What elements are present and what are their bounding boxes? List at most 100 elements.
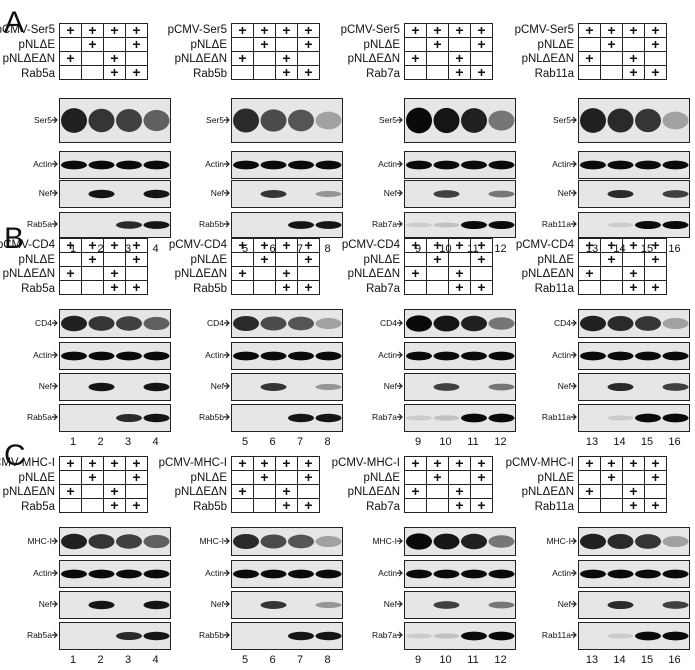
condition-cell: + xyxy=(578,23,601,38)
blot-strip xyxy=(231,622,343,650)
protein-band xyxy=(61,351,87,361)
blot-strip xyxy=(231,404,343,432)
blot-strip xyxy=(59,622,171,650)
protein-band xyxy=(406,415,432,421)
protein-band xyxy=(488,221,515,229)
blot-bands xyxy=(579,99,689,142)
condition-cell: + xyxy=(600,252,623,267)
blot-label: Nef xyxy=(210,599,224,609)
blot-strip xyxy=(404,212,516,238)
protein-band xyxy=(88,534,115,549)
protein-band xyxy=(607,351,634,361)
protein-band xyxy=(607,160,634,170)
condition-cell: + xyxy=(297,456,320,471)
protein-band xyxy=(406,160,432,170)
blot-strip xyxy=(231,309,343,338)
condition-cell xyxy=(253,51,276,66)
blot-strip xyxy=(578,373,690,401)
condition-cell: + xyxy=(622,280,645,295)
protein-band xyxy=(233,160,259,170)
protein-band xyxy=(143,316,170,331)
blot-group: pCMV-Ser5 pNLΔE pNLΔEΔN Rab5a + + + + + + + + + + Ser5… xyxy=(0,22,172,255)
condition-row: + + xyxy=(59,51,148,66)
protein-band xyxy=(143,534,170,549)
protein-band xyxy=(406,569,432,579)
blot-label: Actin xyxy=(33,159,52,169)
condition-row: + + xyxy=(59,280,148,295)
protein-band xyxy=(116,413,142,423)
blot-strip xyxy=(404,527,516,556)
arrow-icon xyxy=(52,351,58,359)
protein-band xyxy=(433,601,460,609)
blot-group: pCMV-MHC-I pNLΔE pNLΔEΔN Rab7a + + + + + + + + + + MHC… xyxy=(332,455,517,670)
condition-row: + + xyxy=(578,470,667,485)
arrow-icon xyxy=(397,631,403,639)
arrow-icon xyxy=(52,600,58,608)
condition-cell: + xyxy=(275,23,298,38)
lane-number: 15 xyxy=(640,436,654,448)
blot-label: Rab5a xyxy=(26,630,52,640)
condition-table: + + + + + + + + + + xyxy=(578,23,667,80)
protein-band xyxy=(580,315,606,332)
condition-row: + + xyxy=(231,266,320,281)
protein-band xyxy=(288,534,314,549)
condition-label: Rab11a xyxy=(534,500,574,513)
arrow-icon xyxy=(571,569,577,577)
blot-strip xyxy=(404,622,516,650)
blot-bands xyxy=(60,343,170,369)
condition-cell: + xyxy=(470,470,493,485)
condition-cell: + xyxy=(644,280,667,295)
protein-band xyxy=(116,351,142,361)
arrow-icon xyxy=(52,189,58,197)
condition-label: pCMV-MHC-I xyxy=(0,457,55,469)
blot-bands xyxy=(60,592,170,618)
protein-band xyxy=(260,601,287,609)
blot-label: Actin xyxy=(33,568,52,578)
condition-cell xyxy=(426,51,449,66)
condition-cell: + xyxy=(644,252,667,267)
condition-cell: + xyxy=(578,484,601,499)
protein-band xyxy=(88,569,115,579)
blot-label: Actin xyxy=(205,159,224,169)
condition-row: + + + + xyxy=(59,238,148,253)
arrow-icon xyxy=(52,319,58,326)
blot-bands xyxy=(405,181,515,207)
blot-strip xyxy=(578,591,690,619)
lane-number: 13 xyxy=(585,436,599,448)
protein-band xyxy=(88,382,115,392)
blot-bands xyxy=(60,623,170,649)
condition-cell: + xyxy=(125,37,148,52)
condition-cell: + xyxy=(103,65,126,80)
protein-band xyxy=(607,108,634,133)
condition-cell: + xyxy=(103,498,126,513)
arrow-icon xyxy=(397,382,403,390)
protein-band xyxy=(433,160,460,170)
blot-bands xyxy=(60,561,170,587)
blot-bands xyxy=(232,623,342,649)
arrow-icon xyxy=(571,600,577,608)
condition-row: + + xyxy=(578,65,667,80)
condition-cell: + xyxy=(404,456,427,471)
blot-strip xyxy=(578,404,690,432)
condition-cell: + xyxy=(470,252,493,267)
condition-cell: + xyxy=(297,65,320,80)
arrow-icon xyxy=(397,189,403,197)
condition-row: + + xyxy=(231,37,320,52)
protein-band xyxy=(662,221,689,229)
condition-cell xyxy=(231,65,254,80)
lane-number: 2 xyxy=(97,436,104,448)
arrow-icon xyxy=(397,220,403,228)
condition-row: + + + + xyxy=(231,456,320,471)
blot-strip xyxy=(59,151,171,179)
protein-band xyxy=(406,315,432,332)
arrow-icon xyxy=(571,413,577,421)
condition-row: + + xyxy=(231,51,320,66)
blot-bands xyxy=(232,405,342,431)
blot-bands xyxy=(579,152,689,178)
blot-bands xyxy=(579,310,689,337)
protein-band xyxy=(461,569,487,579)
blot-strip xyxy=(59,342,171,370)
condition-cell xyxy=(600,51,623,66)
condition-label: pCMV-MHC-I xyxy=(331,457,400,469)
